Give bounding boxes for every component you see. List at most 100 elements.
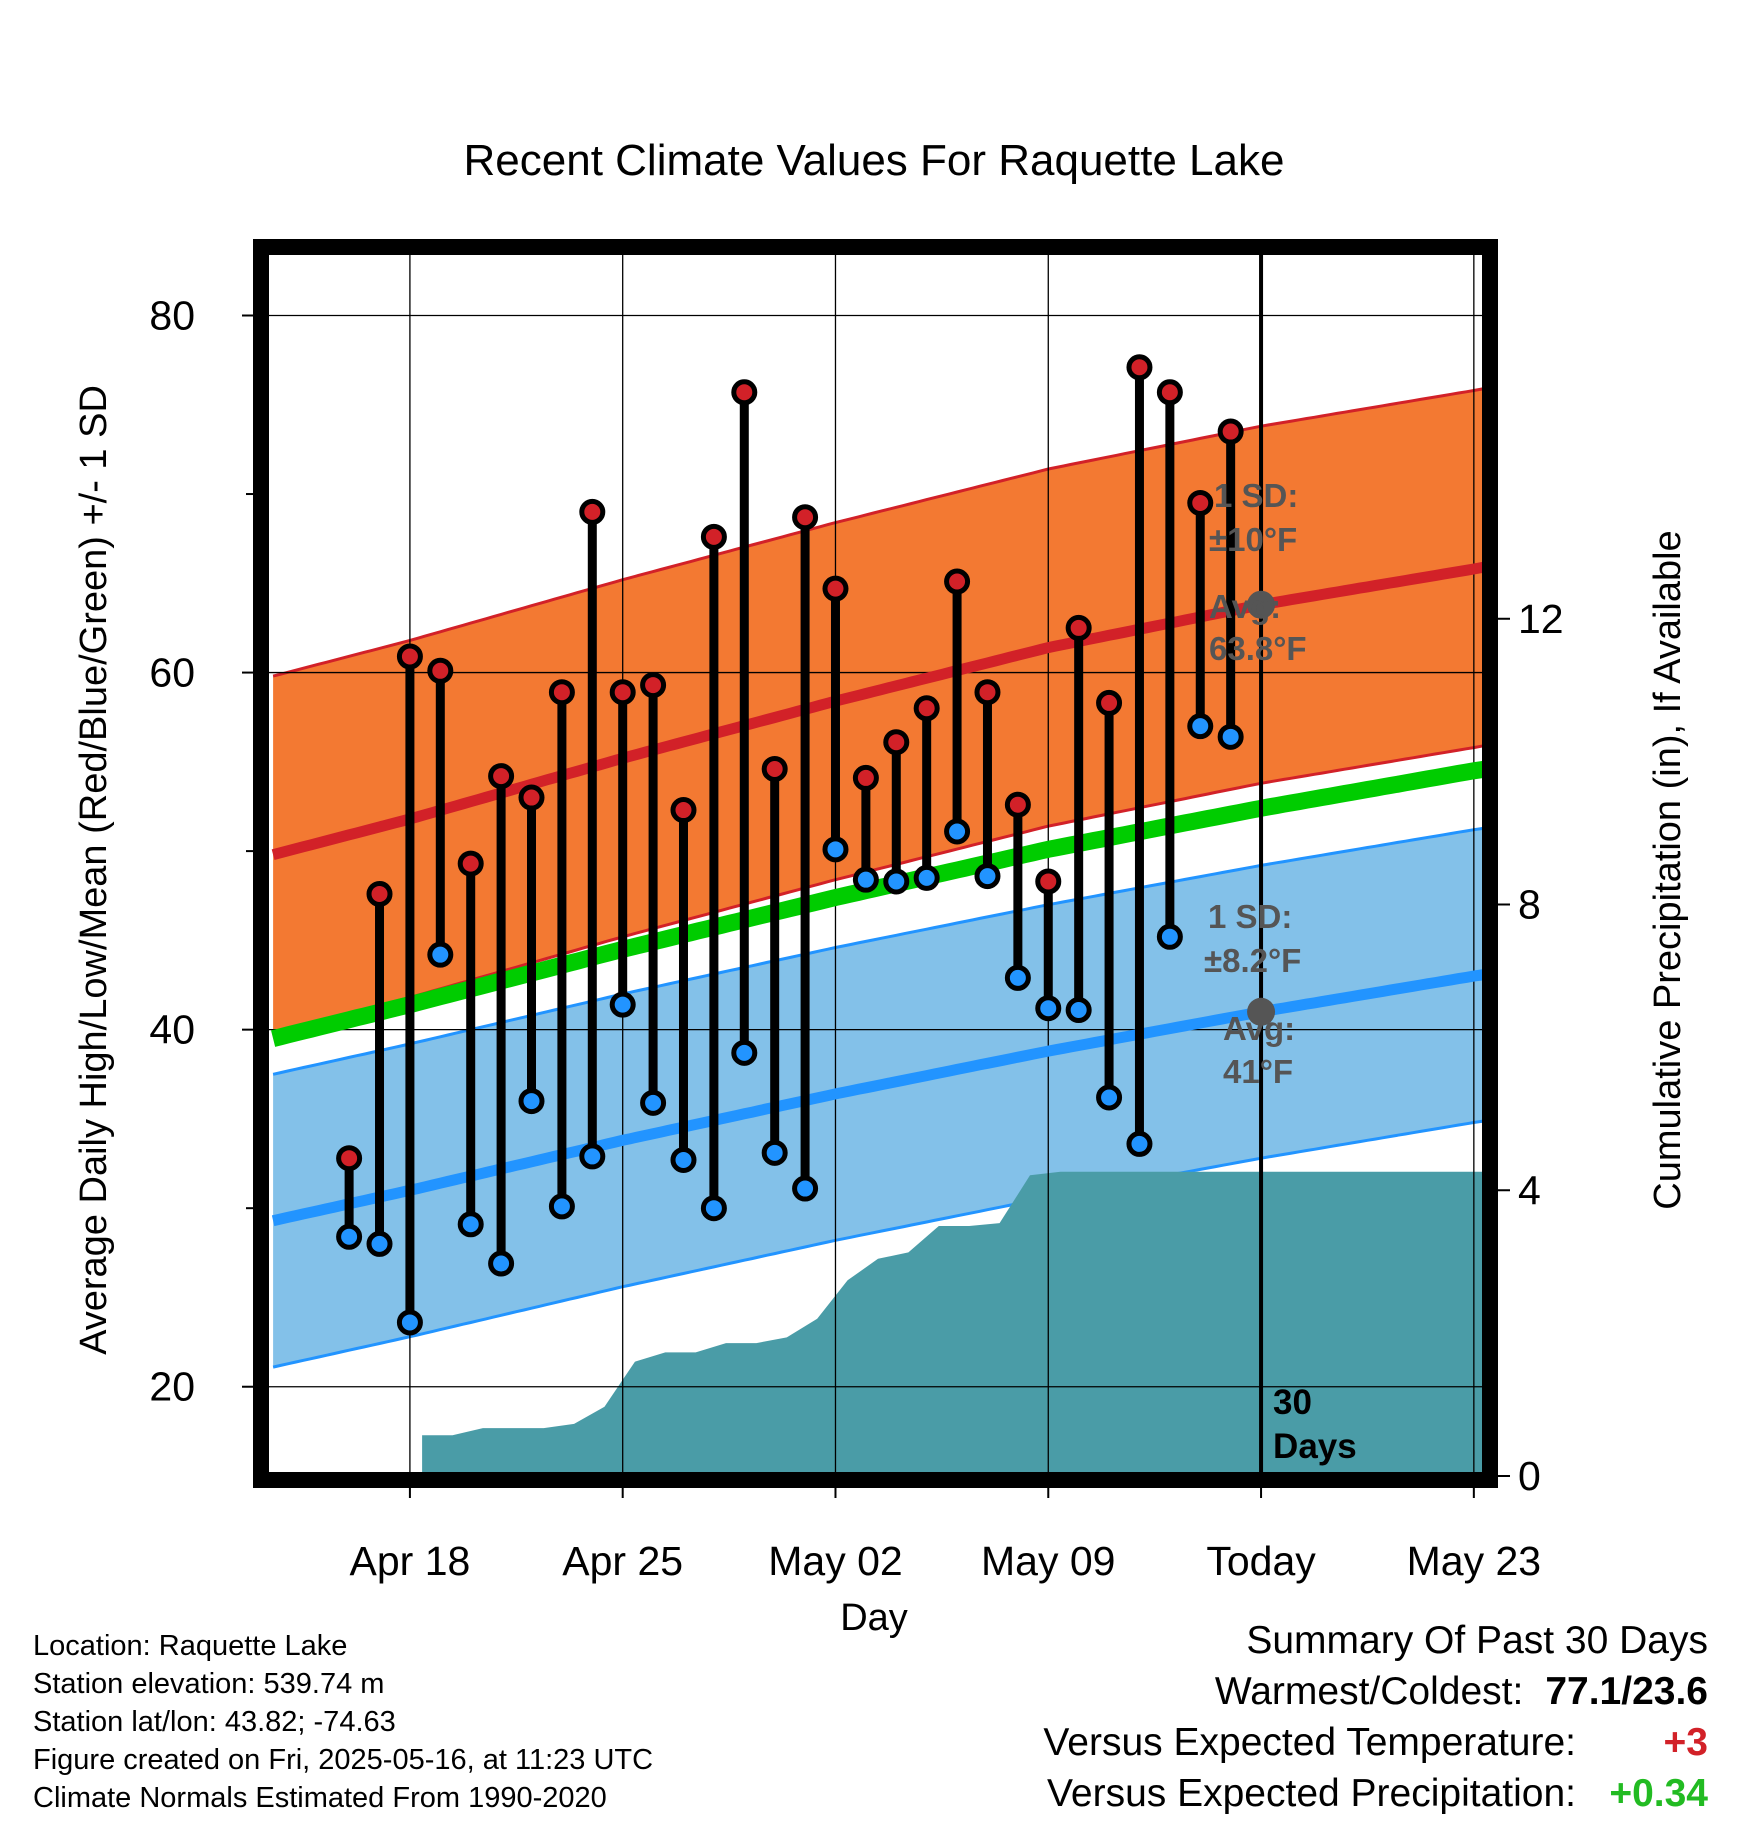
today-high-avg-marker (1247, 590, 1276, 619)
daily-high-point (974, 679, 1001, 706)
daily-low-point (822, 836, 849, 863)
daily-high-point (670, 797, 697, 824)
daily-low-point (852, 866, 879, 893)
daily-high-point (427, 657, 454, 684)
daily-high-point (1156, 379, 1183, 406)
daily-low-point (1065, 997, 1092, 1024)
daily-high-point (761, 755, 788, 782)
daily-high-point (700, 523, 727, 550)
daily-high-point (822, 575, 849, 602)
y2-tick-label: 0 (1518, 1453, 1541, 1499)
daily-high-point (792, 504, 819, 531)
y-axis-label: Average Daily High/Low/Mean (Red/Blue/Gr… (73, 385, 115, 1355)
daily-low-point (336, 1223, 363, 1250)
daily-low-point (640, 1089, 667, 1116)
daily-high-point (731, 379, 758, 406)
daily-high-point (883, 729, 910, 756)
x-tick-label: Today (1206, 1538, 1316, 1584)
daily-low-point (1187, 713, 1214, 740)
daily-high-point (640, 672, 667, 699)
daily-low-point (974, 863, 1001, 890)
today-low-avg-marker (1247, 997, 1276, 1026)
daily-low-point (1004, 964, 1031, 991)
daily-high-point (336, 1145, 363, 1172)
daily-low-point (761, 1139, 788, 1166)
daily-low-point (700, 1195, 727, 1222)
daily-low-point (1096, 1084, 1123, 1111)
y-tick-label: 60 (149, 650, 195, 696)
daily-high-point (1126, 354, 1153, 381)
daily-low-point (731, 1039, 758, 1066)
latlon-text: Station lat/lon: 43.82; -74.63 (33, 1706, 396, 1738)
low-avg-value: 41°F (1223, 1053, 1293, 1090)
x-tick-label: May 23 (1407, 1538, 1541, 1584)
temp-vs-expected-value: +3 (1663, 1721, 1708, 1764)
daily-high-point (579, 498, 606, 525)
daily-low-point (792, 1175, 819, 1202)
summary-warm-cold-row: Warmest/Coldest: 77.1/23.6 (1043, 1666, 1708, 1717)
location-text: Location: Raquette Lake (33, 1630, 348, 1662)
y2-tick-label: 12 (1518, 596, 1564, 642)
daily-high-point (396, 643, 423, 670)
high-sd-upper-edge (272, 386, 1486, 678)
plot-frame (253, 239, 1498, 1488)
x-tick-label: May 02 (768, 1538, 902, 1584)
high-avg-label: Avg: (1209, 588, 1281, 625)
low-sd-upper-edge (272, 826, 1486, 1076)
summary-precip-row: Versus Expected Precipitation: +0.34 (1043, 1768, 1708, 1819)
daily-low-point (670, 1146, 697, 1173)
daily-high-point (1217, 418, 1244, 445)
y2-axis-label: Cumulative Precipitation (in), If Availa… (1647, 530, 1689, 1209)
low-sd-band (273, 827, 1486, 1368)
daily-low-point (366, 1230, 393, 1257)
today-days-label: 30 Days (1273, 1383, 1357, 1466)
daily-high-point (1187, 489, 1214, 516)
created-text: Figure created on Fri, 2025-05-16, at 11… (33, 1744, 654, 1776)
x-axis-label: Day (840, 1597, 908, 1639)
daily-low-point (1156, 923, 1183, 950)
high-avg-value: 63.8°F (1209, 630, 1307, 667)
high-normal-line (271, 561, 1486, 861)
low-sd-lower-edge (272, 1119, 1486, 1369)
daily-low-point (1126, 1130, 1153, 1157)
daily-high-point (944, 568, 971, 595)
daily-low-point (548, 1193, 575, 1220)
daily-high-point (913, 695, 940, 722)
daily-low-point (518, 1088, 545, 1115)
daily-high-point (366, 880, 393, 907)
precipitation-area (422, 1171, 1486, 1476)
daily-low-point (396, 1309, 423, 1336)
daily-high-point (548, 679, 575, 706)
daily-low-point (1217, 723, 1244, 750)
x-tick-label: Apr 25 (562, 1538, 683, 1584)
low-sd-label: 1 SD: (1208, 898, 1292, 935)
daily-low-point (609, 991, 636, 1018)
daily-high-point (1065, 614, 1092, 641)
elevation-text: Station elevation: 539.74 m (33, 1668, 385, 1700)
warm-cold-value: 77.1/23.6 (1545, 1670, 1708, 1713)
precip-vs-expected-label: Versus Expected Precipitation: (1047, 1772, 1576, 1815)
daily-high-point (488, 763, 515, 790)
summary-temp-row: Versus Expected Temperature: +3 (1043, 1717, 1708, 1768)
daily-low-point (1035, 995, 1062, 1022)
daily-low-point (579, 1143, 606, 1170)
y-tick-label: 40 (149, 1007, 195, 1053)
summary-title: Summary Of Past 30 Days (1246, 1619, 1708, 1662)
summary-panel: Summary Of Past 30 Days Warmest/Coldest:… (1043, 1615, 1708, 1819)
low-normal-line (271, 968, 1486, 1227)
temp-vs-expected-label: Versus Expected Temperature: (1043, 1721, 1576, 1764)
precip-vs-expected-value: +0.34 (1609, 1772, 1708, 1815)
high-sd-label: 1 SD: (1214, 477, 1298, 514)
low-sd-value: ±8.2°F (1204, 942, 1301, 979)
daily-high-point (518, 784, 545, 811)
y2-tick-label: 4 (1518, 1167, 1541, 1213)
y2-tick-label: 8 (1518, 882, 1541, 928)
daily-high-point (1035, 868, 1062, 895)
normals-text: Climate Normals Estimated From 1990-2020 (33, 1782, 607, 1814)
daily-high-point (1096, 689, 1123, 716)
y-tick-label: 20 (149, 1364, 195, 1410)
daily-high-point (609, 679, 636, 706)
daily-high-point (457, 850, 484, 877)
daily-low-point (913, 864, 940, 891)
